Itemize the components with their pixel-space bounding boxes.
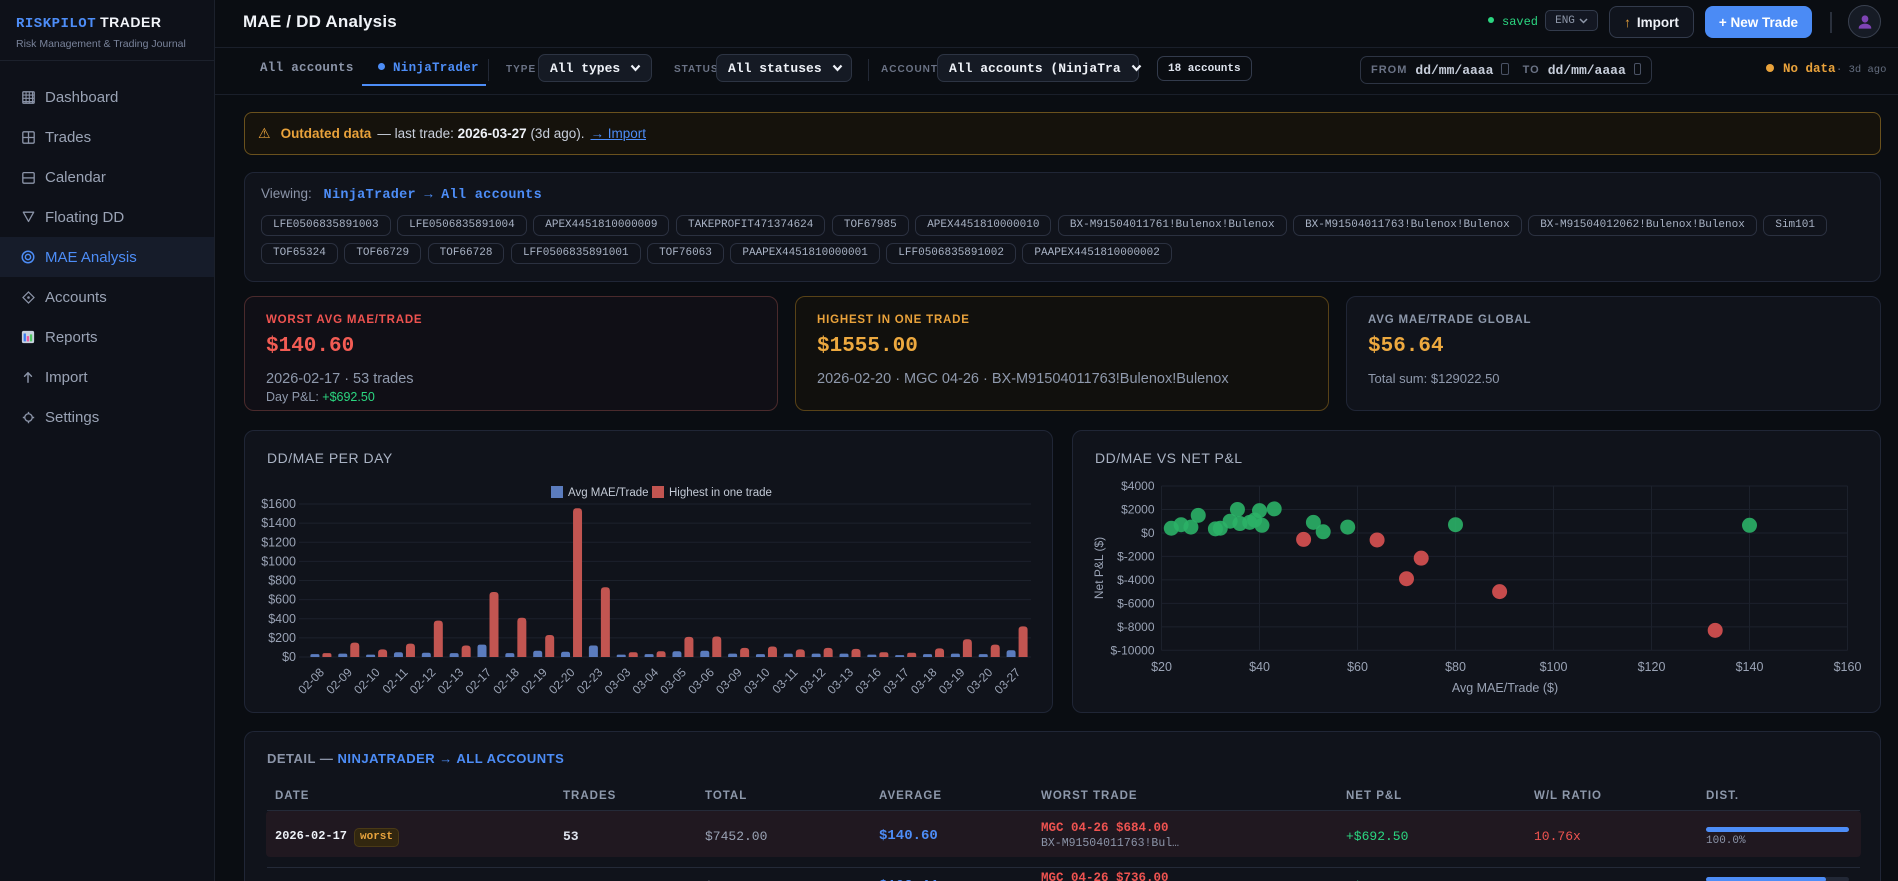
svg-text:02-13: 02-13 (435, 665, 467, 697)
svg-text:03-17: 03-17 (880, 665, 912, 697)
svg-text:02-09: 02-09 (323, 665, 355, 697)
svg-text:02-20: 02-20 (546, 665, 578, 697)
svg-text:03-06: 03-06 (685, 665, 717, 697)
svg-text:$400: $400 (268, 612, 296, 626)
svg-text:$200: $200 (268, 631, 296, 645)
svg-text:$-2000: $-2000 (1117, 549, 1155, 563)
svg-text:$2000: $2000 (1121, 502, 1155, 516)
svg-text:02-17: 02-17 (463, 665, 495, 697)
svg-text:03-03: 03-03 (602, 665, 634, 697)
svg-text:$4000: $4000 (1121, 479, 1155, 493)
svg-text:$120: $120 (1638, 660, 1666, 674)
svg-text:$-10000: $-10000 (1110, 643, 1154, 657)
svg-text:02-23: 02-23 (574, 665, 606, 697)
svg-text:03-18: 03-18 (908, 665, 940, 697)
svg-text:$60: $60 (1347, 660, 1368, 674)
svg-text:03-04: 03-04 (630, 665, 662, 697)
svg-text:03-20: 03-20 (964, 665, 996, 697)
svg-text:03-09: 03-09 (713, 665, 745, 697)
svg-text:$80: $80 (1445, 660, 1466, 674)
svg-text:03-13: 03-13 (825, 665, 857, 697)
svg-text:$-8000: $-8000 (1117, 620, 1155, 634)
svg-text:$40: $40 (1249, 660, 1270, 674)
svg-text:$20: $20 (1151, 660, 1172, 674)
svg-text:Net P&L ($): Net P&L ($) (1092, 537, 1106, 599)
svg-text:02-10: 02-10 (351, 665, 383, 697)
svg-text:02-12: 02-12 (407, 665, 439, 697)
svg-text:$600: $600 (268, 593, 296, 607)
svg-text:02-11: 02-11 (380, 665, 411, 696)
svg-text:02-08: 02-08 (295, 665, 327, 697)
svg-text:$-6000: $-6000 (1117, 596, 1155, 610)
svg-text:02-18: 02-18 (490, 665, 522, 697)
svg-text:03-16: 03-16 (852, 665, 884, 697)
svg-text:$140: $140 (1736, 660, 1764, 674)
svg-text:02-19: 02-19 (518, 665, 550, 697)
svg-text:03-10: 03-10 (741, 665, 773, 697)
svg-text:03-27: 03-27 (992, 665, 1024, 697)
svg-text:$1400: $1400 (261, 516, 296, 530)
svg-text:$0: $0 (1141, 526, 1155, 540)
svg-text:03-05: 03-05 (657, 665, 689, 697)
svg-text:03-12: 03-12 (797, 665, 829, 697)
svg-text:$0: $0 (282, 650, 296, 664)
svg-text:$1600: $1600 (261, 497, 296, 511)
svg-text:03-11: 03-11 (769, 665, 800, 696)
svg-text:$160: $160 (1834, 660, 1862, 674)
svg-text:Highest in one trade: Highest in one trade (669, 487, 772, 499)
svg-text:$100: $100 (1540, 660, 1568, 674)
svg-text:$800: $800 (268, 574, 296, 588)
svg-text:Avg MAE/Trade ($): Avg MAE/Trade ($) (1452, 681, 1558, 695)
svg-text:03-19: 03-19 (936, 665, 968, 697)
svg-text:Avg MAE/Trade: Avg MAE/Trade (568, 487, 649, 499)
svg-text:$1200: $1200 (261, 535, 296, 549)
svg-text:$1000: $1000 (261, 554, 296, 568)
svg-text:$-4000: $-4000 (1117, 573, 1155, 587)
